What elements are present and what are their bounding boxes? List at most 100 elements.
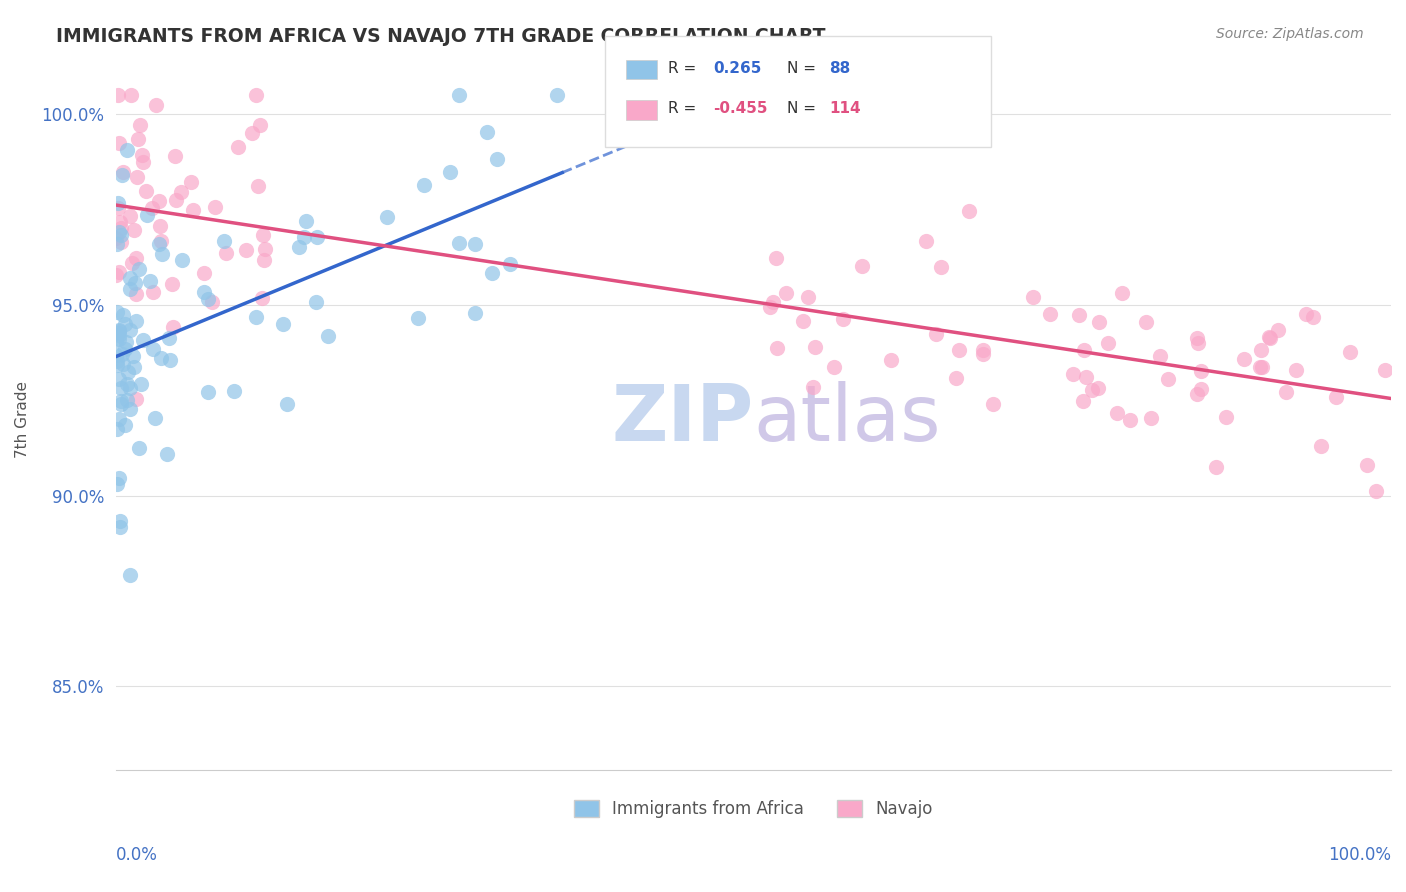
Point — [765, 252, 787, 266]
Point — [120, 271, 142, 285]
Point — [110, 221, 132, 235]
Point — [120, 209, 142, 223]
Point — [197, 293, 219, 307]
Point — [1267, 323, 1289, 337]
Point — [125, 392, 148, 407]
Point — [132, 155, 155, 169]
Point — [110, 381, 132, 395]
Point — [1339, 344, 1361, 359]
Point — [110, 235, 132, 249]
Point — [475, 125, 498, 139]
Text: N =: N = — [787, 62, 821, 76]
Point — [115, 143, 138, 157]
Point — [215, 246, 238, 260]
Point — [135, 208, 157, 222]
Point — [181, 203, 204, 218]
Point — [464, 306, 486, 320]
Point — [111, 309, 134, 323]
Point — [1355, 458, 1378, 472]
Point — [1105, 406, 1128, 420]
Point — [108, 520, 131, 534]
Point — [1073, 343, 1095, 358]
Text: Source: ZipAtlas.com: Source: ZipAtlas.com — [1216, 27, 1364, 41]
Point — [120, 88, 142, 103]
Point — [412, 178, 434, 192]
Point — [108, 215, 131, 229]
Point — [292, 229, 315, 244]
Legend: Immigrants from Africa, Navajo: Immigrants from Africa, Navajo — [567, 793, 939, 825]
Point — [110, 397, 132, 411]
Point — [143, 411, 166, 425]
Point — [1157, 372, 1180, 386]
Point — [803, 380, 825, 394]
Point — [107, 421, 129, 435]
Point — [972, 347, 994, 361]
Point — [212, 234, 235, 248]
Point — [156, 447, 179, 461]
Point — [447, 88, 470, 103]
Point — [108, 471, 131, 485]
Point — [125, 287, 148, 301]
Point — [1187, 335, 1209, 350]
Y-axis label: 7th Grade: 7th Grade — [15, 381, 30, 458]
Point — [485, 152, 508, 166]
Point — [160, 277, 183, 291]
Point — [981, 397, 1004, 411]
Point — [1364, 484, 1386, 499]
Point — [235, 243, 257, 257]
Point — [107, 326, 129, 341]
Text: 100.0%: 100.0% — [1329, 846, 1391, 863]
Point — [222, 384, 245, 398]
Point — [157, 330, 180, 344]
Point — [118, 381, 141, 395]
Point — [129, 377, 152, 392]
Point — [142, 343, 165, 357]
Point — [149, 219, 172, 233]
Point — [128, 261, 150, 276]
Point — [170, 185, 193, 199]
Point — [1285, 363, 1308, 377]
Point — [1087, 381, 1109, 395]
Point — [792, 314, 814, 328]
Point — [110, 514, 132, 528]
Point — [128, 442, 150, 456]
Point — [105, 236, 128, 251]
Point — [180, 175, 202, 189]
Point — [121, 349, 143, 363]
Point — [112, 358, 135, 372]
Point — [105, 305, 128, 319]
Point — [797, 290, 820, 304]
Point — [1076, 370, 1098, 384]
Point — [758, 300, 780, 314]
Point — [165, 193, 187, 207]
Point — [122, 359, 145, 374]
Point — [1149, 349, 1171, 363]
Point — [108, 324, 131, 338]
Point — [1275, 384, 1298, 399]
Text: atlas: atlas — [754, 381, 941, 458]
Point — [1139, 411, 1161, 425]
Point — [115, 376, 138, 391]
Point — [108, 136, 131, 150]
Point — [1088, 314, 1111, 328]
Point — [804, 340, 827, 354]
Point — [1069, 308, 1091, 322]
Point — [115, 334, 138, 349]
Point — [1309, 439, 1331, 453]
Point — [957, 203, 980, 218]
Text: 0.0%: 0.0% — [115, 846, 157, 863]
Point — [226, 140, 249, 154]
Point — [193, 266, 215, 280]
Text: IMMIGRANTS FROM AFRICA VS NAVAJO 7TH GRADE CORRELATION CHART: IMMIGRANTS FROM AFRICA VS NAVAJO 7TH GRA… — [56, 27, 825, 45]
Point — [766, 341, 789, 355]
Point — [1324, 391, 1347, 405]
Point — [159, 352, 181, 367]
Point — [762, 294, 785, 309]
Point — [127, 132, 149, 146]
Point — [162, 319, 184, 334]
Point — [1071, 393, 1094, 408]
Point — [831, 312, 853, 326]
Point — [276, 397, 298, 411]
Point — [110, 394, 132, 409]
Point — [851, 259, 873, 273]
